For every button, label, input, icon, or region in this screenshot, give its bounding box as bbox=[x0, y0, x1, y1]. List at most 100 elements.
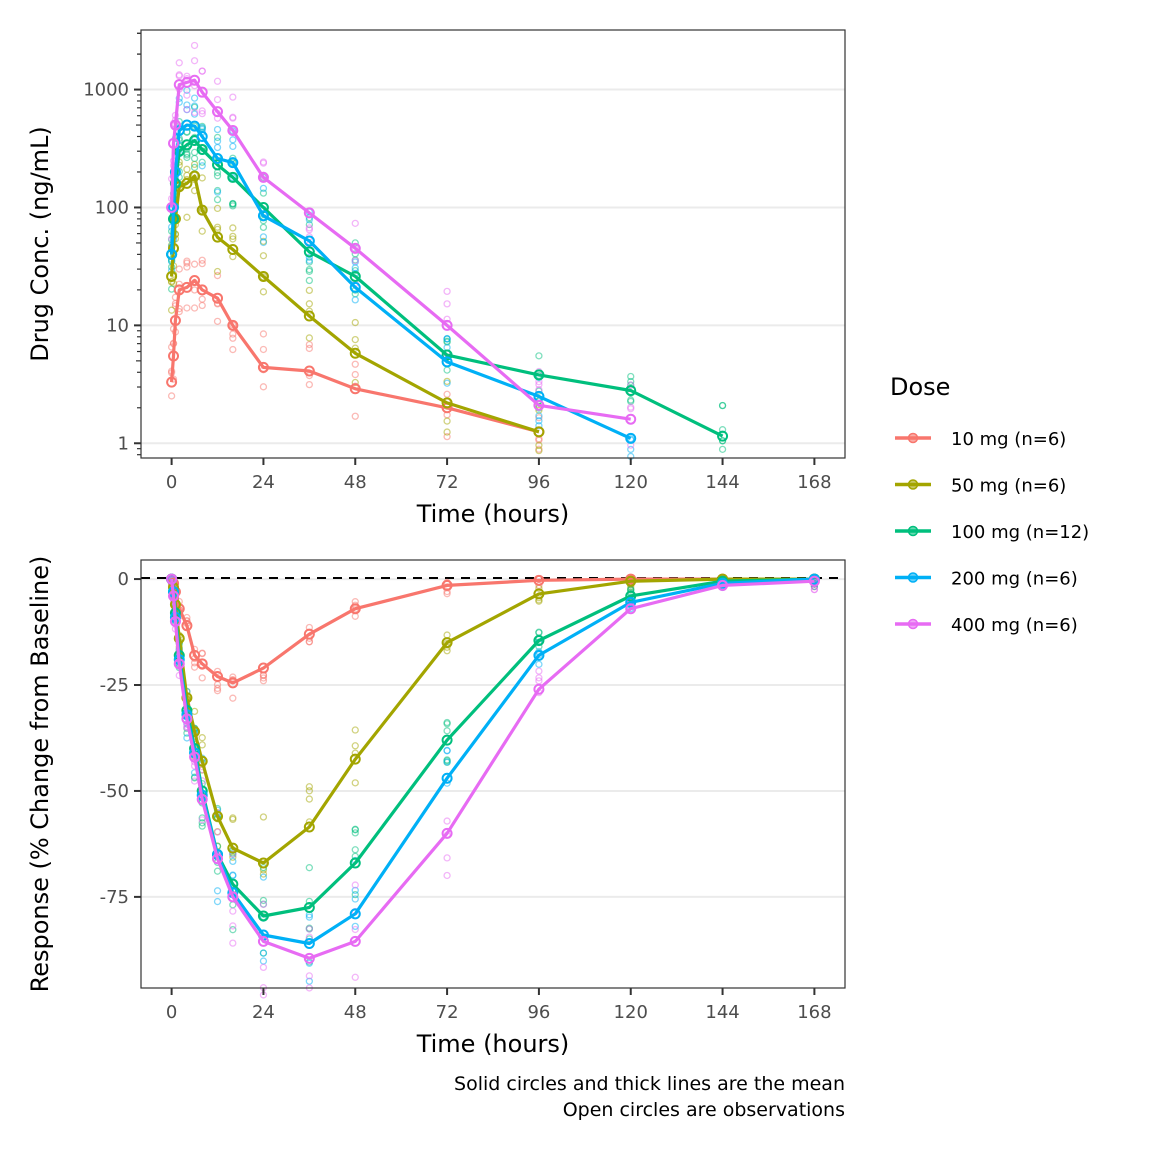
response-panel: 0 -25 -50 -75 0 24 48 72 96 120 144 168 Time (hour… bbox=[26, 556, 846, 1058]
observation-point bbox=[351, 846, 359, 854]
mean-point bbox=[441, 356, 453, 368]
mean-series-400mg bbox=[166, 74, 637, 425]
observation-point bbox=[183, 91, 191, 99]
mean-point bbox=[227, 171, 239, 183]
observation-point bbox=[198, 109, 206, 118]
observation-point bbox=[305, 933, 313, 941]
observation-point bbox=[190, 304, 199, 312]
mean-point bbox=[227, 891, 239, 903]
mean-point bbox=[227, 677, 239, 689]
mean-point bbox=[257, 910, 269, 922]
observation-point bbox=[305, 256, 313, 265]
observation-point bbox=[259, 252, 268, 260]
observation-point bbox=[213, 684, 222, 693]
mean-point bbox=[533, 683, 545, 695]
mean-point bbox=[189, 275, 201, 287]
mean-point bbox=[189, 74, 201, 86]
mean-point bbox=[349, 908, 361, 920]
observation-point bbox=[305, 925, 313, 933]
observation-point bbox=[229, 814, 237, 822]
mean-point bbox=[227, 157, 239, 169]
observation-point bbox=[259, 873, 268, 881]
observation-point bbox=[627, 372, 635, 381]
mean-point bbox=[166, 248, 178, 260]
observation-point bbox=[443, 287, 451, 296]
observation-point bbox=[229, 93, 237, 101]
observation-point bbox=[167, 392, 176, 400]
observation-point bbox=[535, 596, 543, 604]
observation-point bbox=[259, 217, 268, 225]
observation-point bbox=[351, 266, 359, 275]
mean-point bbox=[625, 596, 637, 608]
observation-point bbox=[351, 360, 359, 368]
observation-point bbox=[259, 189, 268, 197]
observation-point bbox=[627, 381, 635, 389]
mean-point bbox=[257, 662, 269, 674]
x-tick-label: 168 bbox=[797, 472, 831, 493]
observation-point bbox=[351, 973, 359, 981]
mean-point bbox=[166, 201, 178, 213]
observation-point bbox=[229, 224, 237, 232]
observation-point bbox=[183, 304, 191, 312]
observation-point bbox=[259, 288, 268, 296]
mean-point bbox=[181, 620, 193, 632]
observation-point bbox=[229, 926, 237, 934]
legend-key-point bbox=[907, 432, 919, 444]
mean-point bbox=[303, 952, 315, 964]
observation-point bbox=[190, 108, 199, 117]
observation-point bbox=[190, 57, 199, 65]
mean-point bbox=[441, 319, 453, 331]
observation-point bbox=[305, 253, 313, 261]
mean-point bbox=[349, 857, 361, 869]
x-tick-label: 48 bbox=[344, 1002, 367, 1023]
mean-point bbox=[196, 204, 208, 216]
observation-point bbox=[190, 663, 199, 671]
observation-point bbox=[229, 850, 237, 858]
observation-point bbox=[183, 101, 191, 109]
mean-point bbox=[349, 242, 361, 254]
observation-point bbox=[213, 271, 222, 280]
observation-point bbox=[305, 226, 313, 234]
response-y-axis-title: Response (% Change from Baseline) bbox=[26, 556, 54, 993]
mean-point bbox=[181, 119, 193, 131]
observation-point bbox=[259, 158, 268, 166]
mean-point bbox=[169, 166, 181, 178]
observation-point bbox=[190, 41, 199, 50]
observation-point bbox=[198, 162, 206, 170]
observation-point bbox=[351, 886, 359, 895]
observation-point bbox=[229, 235, 237, 243]
mean-point bbox=[212, 106, 224, 118]
observation-point bbox=[198, 107, 206, 115]
observation-point bbox=[305, 334, 313, 342]
response-panel-border bbox=[140, 559, 846, 989]
observation-point bbox=[175, 265, 183, 273]
observation-point bbox=[351, 891, 359, 899]
mean-point bbox=[303, 310, 315, 322]
observation-point bbox=[351, 318, 359, 327]
mean-line bbox=[170, 578, 815, 960]
mean-point bbox=[717, 430, 729, 442]
observation-point bbox=[229, 232, 237, 241]
mean-point bbox=[196, 284, 208, 296]
observation-point bbox=[229, 922, 237, 930]
mean-point bbox=[533, 574, 545, 586]
observation-point bbox=[229, 853, 237, 861]
observation-point bbox=[213, 867, 222, 875]
mean-point bbox=[441, 772, 453, 784]
mean-point bbox=[168, 350, 180, 362]
observation-point bbox=[167, 306, 176, 314]
mean-series-50mg bbox=[166, 170, 545, 438]
observation-point bbox=[175, 59, 183, 67]
mean-line bbox=[170, 577, 815, 685]
observation-point bbox=[305, 300, 313, 308]
observation-point bbox=[351, 922, 359, 931]
mean-point bbox=[533, 369, 545, 381]
observation-point bbox=[305, 897, 313, 905]
x-tick-label: 96 bbox=[527, 1002, 550, 1023]
mean-point bbox=[441, 349, 453, 361]
mean-point bbox=[349, 753, 361, 765]
observation-point bbox=[535, 417, 543, 425]
observation-point bbox=[535, 380, 543, 389]
legend-title: Dose bbox=[890, 373, 950, 401]
